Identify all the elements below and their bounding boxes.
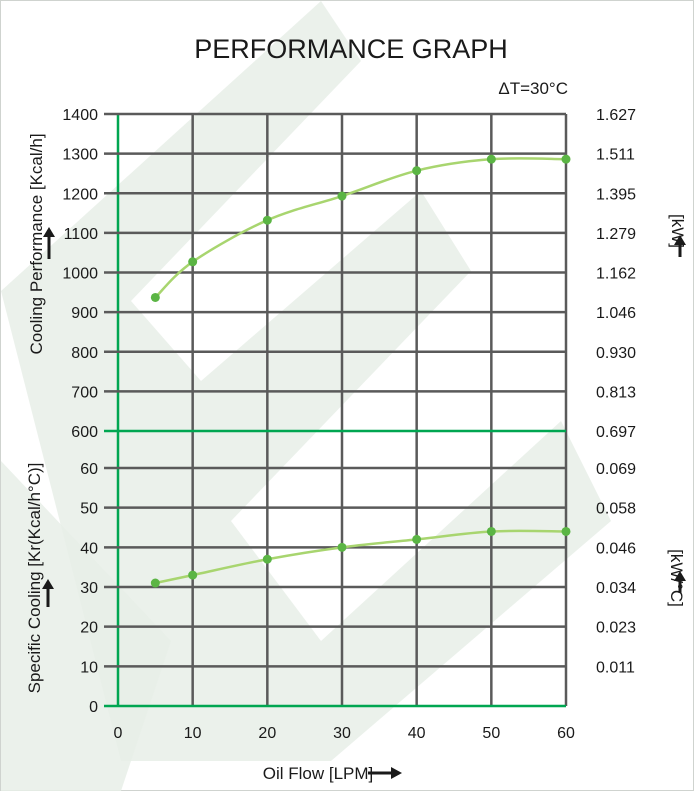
cooling-performance-point — [486, 154, 496, 164]
bottom-y-tick-label: 10 — [80, 659, 98, 676]
bottom-y-tick-label: 50 — [80, 501, 98, 518]
top-y2-tick-label: 1.627 — [596, 107, 636, 124]
top-y2-tick-label: 1.395 — [596, 186, 636, 203]
top-y2-tick-label: 1.162 — [596, 266, 636, 283]
x-tick-label: 30 — [333, 725, 351, 742]
x-axis-label: Oil Flow [LPM] — [263, 764, 374, 783]
x-tick-label: 10 — [184, 725, 202, 742]
specific-cooling-point — [486, 526, 496, 536]
specific-cooling-point — [150, 578, 160, 588]
bottom-y2-tick-label: 0.034 — [596, 580, 636, 597]
bottom-y2-tick-label: 0.011 — [596, 659, 635, 676]
watermark-logo — [1, 1, 611, 791]
specific-cooling-point — [412, 534, 422, 544]
top-y2-tick-label: 1.046 — [596, 305, 636, 322]
data-series — [150, 154, 571, 588]
cooling-performance-point — [150, 292, 160, 302]
bottom-y2-tick-label: 0.023 — [596, 620, 636, 637]
top-left-axis-label: Cooling Performance [Kcal/h] — [27, 133, 46, 354]
top-y2-tick-label: 1.279 — [596, 226, 636, 243]
cooling-performance-point — [412, 166, 422, 176]
specific-cooling-point — [561, 526, 571, 536]
cooling-performance-point — [188, 257, 198, 267]
x-axis-arrow-icon — [368, 767, 402, 779]
cooling-performance-point — [337, 191, 347, 201]
top-y-tick-label: 600 — [71, 424, 98, 441]
top-y2-tick-label: 0.697 — [596, 424, 636, 441]
top-y-tick-label: 1200 — [62, 186, 98, 203]
top-y-tick-label: 1000 — [62, 266, 98, 283]
top-y-tick-label: 1100 — [64, 226, 99, 243]
top-y-tick-label: 1400 — [62, 107, 98, 124]
specific-cooling-point — [262, 554, 272, 564]
bottom-y-tick-label: 40 — [80, 540, 98, 557]
cooling-performance-point — [262, 215, 272, 225]
top-left-arrow-icon — [43, 227, 55, 259]
bottom-y2-tick-label: 0.046 — [596, 540, 636, 557]
bottom-left-arrow-icon — [42, 579, 54, 607]
cooling-performance-point — [561, 154, 571, 164]
x-tick-label: 20 — [258, 725, 276, 742]
x-tick-label: 40 — [408, 725, 426, 742]
bottom-y-tick-label: 60 — [80, 461, 98, 478]
top-y-tick-label: 1300 — [62, 147, 98, 164]
delta-t-label: ΔT=30°C — [498, 79, 568, 98]
bottom-right-arrow-icon — [674, 571, 686, 593]
bottom-y2-tick-label: 0.058 — [596, 501, 636, 518]
x-tick-label: 50 — [482, 725, 500, 742]
top-y-tick-label: 800 — [71, 345, 98, 362]
top-y2-tick-label: 0.930 — [596, 345, 636, 362]
specific-cooling-point — [188, 570, 198, 580]
top-y2-tick-label: 1.511 — [596, 147, 635, 164]
bottom-y2-tick-label: 0.069 — [596, 461, 636, 478]
tick-labels: 0 10 20 30 40 50 60 1400 1.627 1300 1.511 1200 1.395… — [62, 107, 636, 742]
x-tick-label: 60 — [557, 725, 575, 742]
bottom-left-axis-label: Specific Cooling [Kr(Kcal/h°C)] — [25, 463, 44, 694]
bottom-y-tick-label: 20 — [80, 620, 98, 637]
top-y2-tick-label: 0.813 — [596, 384, 636, 401]
top-right-arrow-icon — [674, 235, 686, 257]
chart-title: PERFORMANCE GRAPH — [194, 34, 508, 64]
top-y-tick-label: 900 — [71, 305, 98, 322]
bottom-y-tick-label: 0 — [89, 699, 98, 716]
x-tick-label: 0 — [114, 725, 123, 742]
bottom-y-tick-label: 30 — [80, 580, 98, 597]
top-y-tick-label: 700 — [71, 384, 98, 401]
specific-cooling-point — [337, 542, 347, 552]
